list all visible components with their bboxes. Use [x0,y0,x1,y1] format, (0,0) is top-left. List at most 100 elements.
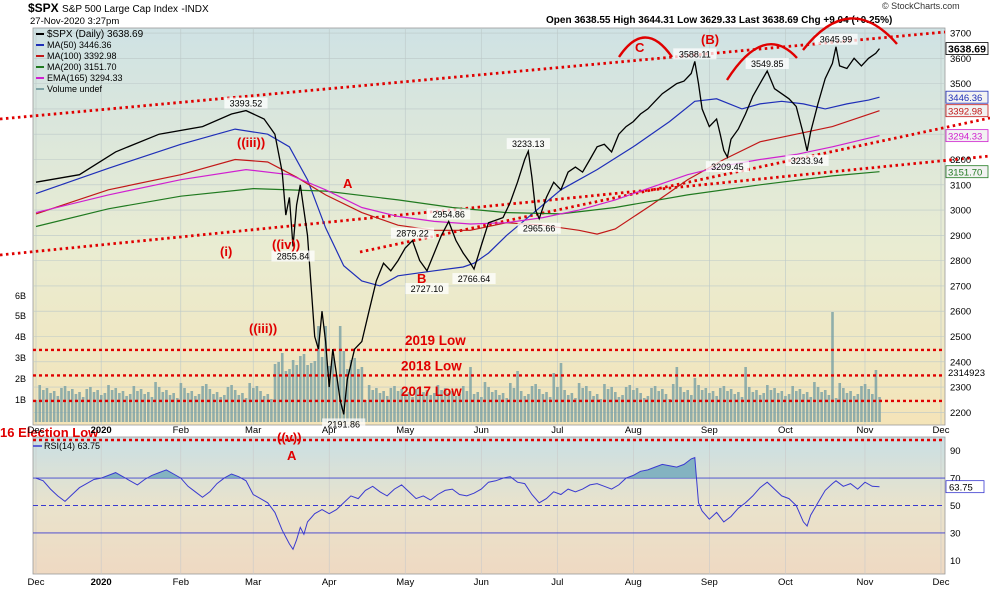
volume-bar [751,392,755,422]
volume-bar [107,385,110,422]
volume-bar [248,383,251,422]
volume-bar [537,389,541,422]
volume-bar [418,387,422,422]
price-label-bg [427,208,471,220]
volume-bar [650,388,653,422]
volume-bar [795,391,798,422]
volume-bar [291,360,295,422]
wave-a-upper-label: A [343,176,353,191]
volume-bar [769,390,773,422]
volume-bar [143,394,146,422]
volume-bar [353,358,356,422]
volume-bar [385,396,389,422]
price-label: 2727.10 [411,284,444,294]
volume-bar [838,383,842,422]
volume-bar [722,386,726,422]
legend-ma200-label: MA(200) 3151.70 [47,62,117,72]
volume-bar [498,395,501,422]
rsi-legend-label: RSI(14) 63.75 [44,441,100,451]
month-label-bottom: Mar [245,577,261,588]
volume-bar [628,385,632,422]
volume-bar [89,387,92,422]
volume-bar [147,392,150,422]
rsi-tick-label: 90 [950,446,961,457]
volume-bar [262,396,266,422]
month-label-top: Jul [551,425,563,436]
volume-bar [519,391,523,422]
rsi-tick-label: 70 [950,474,961,485]
price-tick-label: 3600 [950,54,971,65]
volume-bar [784,396,787,422]
month-label-top: Oct [778,425,793,436]
volume-bar [505,398,508,422]
ma200-line [35,171,880,228]
volume-bar [244,398,248,422]
price-tick-label: 2300 [950,383,971,394]
volume-bar [194,396,197,422]
volume-bar [396,391,400,422]
month-label-top: Dec [28,425,45,436]
volume-bar [346,369,349,422]
volume-bar [378,393,382,422]
volume-bar [664,394,668,422]
volume-bar [874,370,878,422]
volume-bar [223,395,226,422]
volume-bar [679,387,682,422]
volume-bar [704,388,708,422]
election-low-label: 16 Election Low [0,425,99,440]
price-label: 3645.99 [820,35,853,45]
volume-bar [494,390,498,422]
price-tick-label: 2700 [950,281,971,292]
volume-bar [404,394,407,422]
volume-bar [614,392,617,422]
price-label-bg [390,227,435,239]
volume-bar [422,392,425,422]
volume-bar [726,391,729,422]
wave-arc [725,43,798,81]
ma50-line [35,96,880,287]
volume-bar [447,393,451,422]
volume-bar [63,386,67,422]
volume-bar [718,388,722,422]
volume-bar [469,367,472,422]
volume-bar [382,391,385,422]
value-tag-label: 3294.33 [948,132,982,143]
volume-bar [755,390,758,422]
volume-bar [204,384,208,422]
wave-i-label: (i) [220,244,232,259]
volume-bar [393,386,396,422]
volume-bar [324,326,327,422]
trend-line-1 [0,30,946,121]
volume-bar [512,388,516,422]
rsi-tick-label: 30 [950,528,961,539]
volume-bar [690,395,693,422]
volume-bar [96,390,99,422]
wave-a-bottom-label: A [287,448,297,463]
price-tick-label: 2400 [950,357,971,368]
trend-line-3 [0,154,990,257]
price-label: 2855.84 [277,252,310,262]
value-tag-label: 3392.98 [948,107,982,118]
volume-bar [259,391,262,422]
volume-bar [606,389,610,422]
volume-bar [342,351,346,422]
volume-bar [552,373,556,422]
volume-bar [845,393,849,422]
price-label-bg [322,418,366,430]
volume-bar [136,391,139,422]
rsi-line [35,456,880,551]
price-tick-label: 2500 [950,332,971,343]
volume-bar [375,388,378,422]
volume-bar [252,388,255,422]
volume-bar [320,357,324,422]
volume-bar [241,393,244,422]
volume-bar [816,387,820,422]
volume-bar [302,354,306,422]
volume-bar [317,326,320,422]
volume-bar [842,388,845,422]
volume-bar [715,396,718,422]
index-name: S&P 500 Large Cap Index [62,4,179,15]
volume-bar [856,394,860,422]
volume-bar [697,385,700,422]
price-label: 3549.85 [751,59,784,69]
